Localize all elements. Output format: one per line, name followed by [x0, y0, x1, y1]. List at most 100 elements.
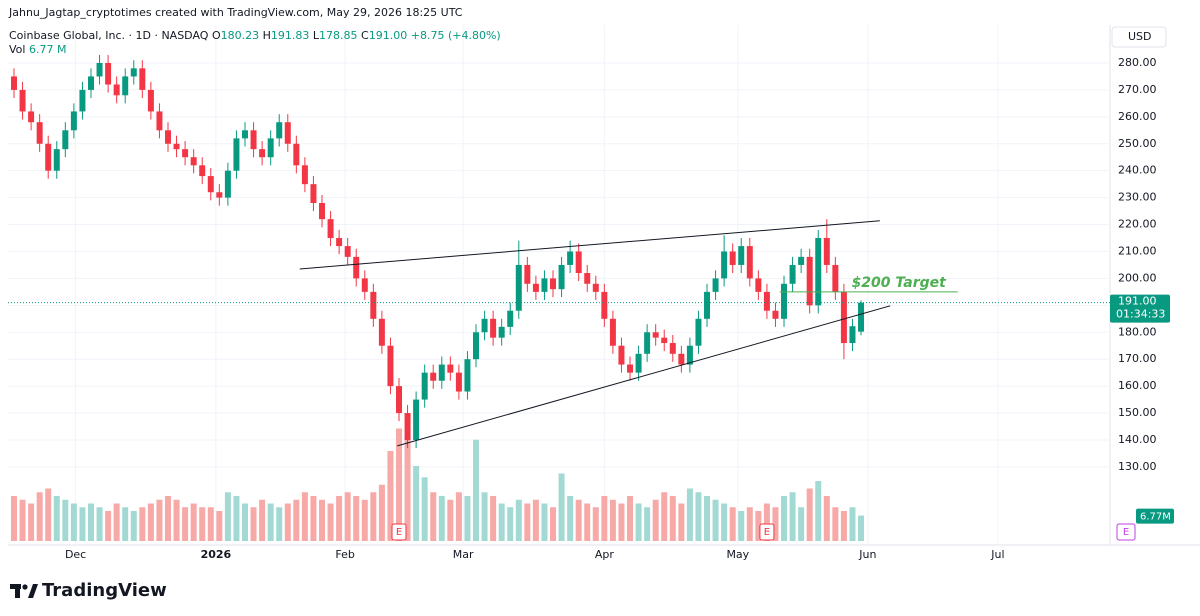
y-tick-label: 250.00 — [1118, 137, 1157, 150]
candle-body — [293, 143, 300, 166]
candle-body — [498, 326, 505, 338]
volume-bar — [53, 496, 60, 541]
volume-bar — [575, 499, 582, 541]
o-label: O — [211, 29, 221, 42]
candle-body — [832, 264, 839, 292]
volume-bar — [105, 511, 112, 541]
candle-body — [404, 413, 411, 440]
volume-bar — [19, 499, 26, 541]
candle-body — [541, 278, 548, 292]
y-tick-label: 280.00 — [1118, 56, 1157, 69]
candle-body — [53, 149, 60, 171]
volume-bar — [250, 507, 257, 541]
candle-body — [276, 122, 283, 139]
legend-line: Coinbase Global, Inc. · 1D · NASDAQ O180… — [9, 29, 501, 42]
x-tick-label: 2026 — [201, 548, 232, 561]
y-tick-label: 220.00 — [1118, 218, 1157, 231]
volume-bar — [139, 507, 146, 541]
volume-bar — [233, 496, 240, 541]
trendline — [299, 220, 880, 270]
x-tick-label: Dec — [65, 548, 86, 561]
volume-bar — [661, 492, 668, 541]
volume-bar — [721, 503, 728, 541]
candle-body — [147, 89, 154, 112]
candle-body — [113, 84, 120, 96]
volume-bar — [62, 499, 69, 541]
countdown: 01:34:33 — [1116, 308, 1165, 321]
volume-bar — [301, 492, 308, 541]
candle-body — [156, 111, 163, 131]
volume-bar — [858, 515, 865, 541]
candle-body — [524, 264, 531, 284]
volume-bar — [370, 492, 377, 541]
logo-icon — [10, 584, 38, 598]
y-tick-label: 160.00 — [1118, 379, 1157, 392]
candle-body — [233, 138, 240, 171]
currency-box[interactable] — [1111, 26, 1167, 48]
last-volume-tag — [1136, 508, 1174, 524]
volume-bar — [455, 492, 462, 541]
candle-body — [515, 264, 522, 311]
volume-bar — [156, 499, 163, 541]
volume-bar — [344, 492, 351, 541]
volume-bar — [550, 507, 557, 541]
candle-body — [490, 318, 497, 338]
candle-body — [652, 332, 659, 338]
x-tick-label: Feb — [335, 548, 354, 561]
volume-bar — [498, 503, 505, 541]
volume-bar — [327, 503, 334, 541]
volume-bar — [36, 492, 43, 541]
volume-bar — [122, 507, 129, 541]
volume-bar — [823, 496, 830, 541]
volume-bar — [310, 496, 317, 541]
candle-body — [353, 256, 360, 279]
volume-bar — [387, 451, 394, 541]
volume-bar — [182, 507, 189, 541]
volume-bar — [319, 499, 325, 541]
candle-body — [173, 143, 180, 150]
volume-bar — [584, 503, 591, 541]
candle-body — [669, 343, 676, 354]
volume-bar — [712, 499, 719, 541]
candle-body — [199, 165, 206, 177]
candle-body — [344, 246, 351, 257]
candle-body — [284, 122, 291, 144]
y-tick-label: 200.00 — [1118, 271, 1157, 284]
volume-bar — [361, 499, 368, 541]
volume-bar — [96, 507, 103, 541]
event-marker — [759, 523, 775, 541]
y-tick-label: 210.00 — [1118, 244, 1157, 257]
volume-bar — [515, 499, 522, 541]
volume-bar — [353, 496, 360, 541]
vol-label: Vol — [9, 43, 26, 56]
candle-body — [575, 251, 582, 274]
volume-bar — [70, 503, 77, 541]
candle-body — [746, 246, 753, 279]
candle-body — [361, 278, 368, 292]
volume-bar — [190, 503, 197, 541]
x-tick-label: Apr — [595, 548, 615, 561]
candle-body — [10, 76, 17, 90]
upcoming-event-label: E — [1123, 527, 1129, 538]
l-value: 178.85 — [319, 29, 358, 42]
volume-bar — [473, 439, 480, 541]
volume-bar — [224, 492, 231, 541]
volume-bar — [421, 477, 428, 541]
c-value: 191.00 — [368, 29, 408, 42]
candle-body — [772, 310, 779, 319]
c-label: C — [361, 29, 369, 42]
upcoming-event-marker[interactable] — [1116, 523, 1136, 541]
candle-body — [224, 170, 231, 198]
candle-body — [190, 157, 197, 166]
volume-bar — [165, 496, 171, 541]
candle-body — [584, 273, 591, 284]
volume-bar — [79, 507, 86, 541]
volume-bar — [618, 503, 625, 541]
candle-body — [387, 345, 394, 387]
volume-legend: Vol 6.77 M — [9, 43, 66, 56]
volume-bar — [481, 492, 488, 541]
volume-bar — [28, 503, 35, 541]
y-tick-label: 170.00 — [1118, 352, 1157, 365]
volume-bar — [113, 503, 120, 541]
candle-body — [721, 251, 728, 279]
